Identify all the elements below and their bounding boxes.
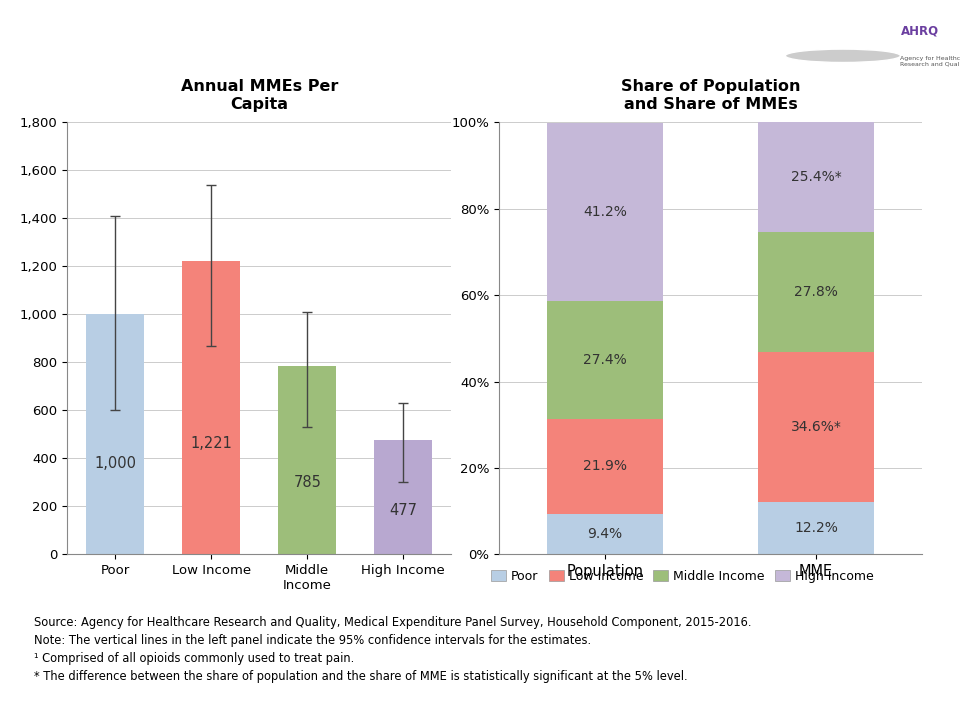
Bar bbox=[757, 352, 874, 502]
Text: AHRQ: AHRQ bbox=[900, 24, 939, 37]
Text: 12.2%: 12.2% bbox=[794, 521, 838, 535]
Bar bbox=[374, 440, 432, 554]
Text: 477: 477 bbox=[389, 503, 418, 518]
FancyBboxPatch shape bbox=[802, 6, 960, 105]
Text: Agency for Healthcare
Research and Quality: Agency for Healthcare Research and Quali… bbox=[900, 55, 960, 67]
Bar bbox=[547, 514, 662, 554]
Text: Source: Agency for Healthcare Research and Quality, Medical Expenditure Panel Su: Source: Agency for Healthcare Research a… bbox=[34, 616, 751, 683]
Bar bbox=[757, 502, 874, 554]
Bar bbox=[547, 301, 662, 419]
Bar bbox=[86, 315, 144, 554]
Text: 41.2%: 41.2% bbox=[583, 204, 627, 219]
Title: Annual MMEs Per
Capita: Annual MMEs Per Capita bbox=[180, 79, 338, 112]
Bar bbox=[182, 261, 240, 554]
Bar bbox=[757, 232, 874, 352]
Text: 785: 785 bbox=[293, 475, 322, 490]
Text: 27.4%: 27.4% bbox=[583, 353, 627, 367]
Text: 25.4%*: 25.4%* bbox=[791, 170, 841, 184]
Legend: Poor, Low Income, Middle Income, High Income: Poor, Low Income, Middle Income, High In… bbox=[487, 564, 878, 588]
Text: 1,221: 1,221 bbox=[190, 436, 232, 451]
Text: Figure 5b: Annual Morphine Milligram Equivalents (MMEs) of outpatient prescripti: Figure 5b: Annual Morphine Milligram Equ… bbox=[52, 25, 793, 82]
Bar bbox=[547, 123, 662, 301]
Text: 21.9%: 21.9% bbox=[583, 459, 627, 474]
Text: 1,000: 1,000 bbox=[94, 456, 136, 471]
Bar bbox=[278, 366, 336, 554]
Text: 27.8%: 27.8% bbox=[794, 285, 838, 300]
Title: Share of Population
and Share of MMEs: Share of Population and Share of MMEs bbox=[621, 79, 800, 112]
Bar bbox=[757, 122, 874, 232]
Bar bbox=[547, 419, 662, 514]
Circle shape bbox=[785, 49, 900, 63]
Text: 34.6%*: 34.6%* bbox=[791, 420, 841, 434]
Text: 9.4%: 9.4% bbox=[588, 527, 622, 541]
